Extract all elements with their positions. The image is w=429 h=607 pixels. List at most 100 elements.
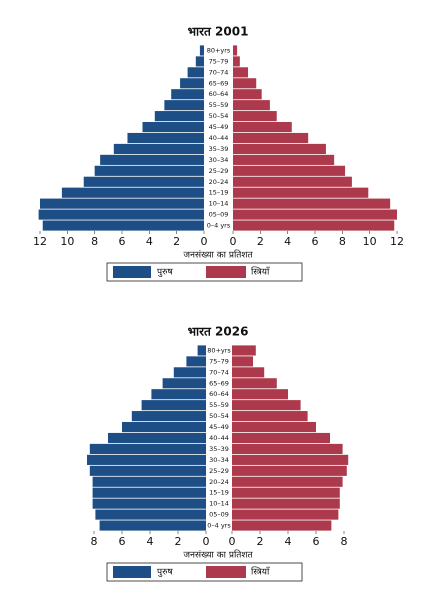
- legend-swatch: [206, 566, 246, 578]
- bar-male: [142, 121, 204, 133]
- bar-male: [180, 78, 204, 89]
- bar-male: [89, 465, 206, 476]
- legend-swatch: [113, 266, 151, 278]
- bar-male: [92, 487, 206, 498]
- bar-male: [187, 67, 204, 78]
- age-label: 15–19: [209, 489, 229, 497]
- x-tick-label: 8: [91, 235, 98, 248]
- bar-male: [195, 56, 204, 67]
- bar-female: [232, 432, 330, 444]
- age-label: 55–59: [209, 401, 229, 409]
- x-axis-label: जनसंख्या का प्रतिशत: [183, 549, 253, 561]
- legend-box: [106, 562, 303, 582]
- bar-female: [232, 465, 347, 476]
- bar-female: [233, 67, 249, 78]
- bar-female: [232, 454, 349, 465]
- x-tick-label: 6: [313, 535, 320, 548]
- x-tick-label: 8: [339, 235, 346, 248]
- legend-swatch: [206, 266, 246, 278]
- bar-female: [233, 187, 369, 198]
- bar-male: [87, 454, 206, 465]
- bar-male: [89, 443, 206, 455]
- age-label: 75–79: [209, 357, 229, 365]
- bar-female: [233, 143, 326, 155]
- age-label: 70–74: [209, 368, 229, 376]
- bar-male: [108, 432, 206, 444]
- age-label: 75–79: [209, 57, 229, 65]
- bar-female: [233, 154, 335, 165]
- bar-female: [233, 45, 238, 56]
- bar-male: [164, 100, 204, 111]
- chart-title: भारत 2001: [188, 25, 249, 39]
- bar-male: [199, 45, 204, 56]
- bar-female: [232, 509, 339, 520]
- bar-male: [113, 143, 204, 155]
- x-tick-label: 12: [33, 235, 47, 248]
- x-tick-label: 4: [284, 235, 291, 248]
- age-label: 05–09: [209, 211, 229, 219]
- x-tick-label: 6: [119, 535, 126, 548]
- age-label: 80+yrs: [207, 346, 231, 354]
- bar-male: [151, 389, 206, 400]
- x-tick-label: 0: [201, 235, 208, 248]
- age-label: 20–24: [209, 478, 229, 486]
- bar-female: [232, 476, 343, 487]
- bar-male: [40, 198, 204, 209]
- bar-female: [233, 111, 277, 122]
- x-tick-label: 4: [146, 235, 153, 248]
- bar-male: [83, 176, 204, 187]
- age-label: 05–09: [209, 511, 229, 519]
- age-label: 30–34: [209, 156, 229, 164]
- x-tick-label: 8: [91, 535, 98, 548]
- age-label: 80+yrs: [207, 46, 231, 54]
- bar-male: [171, 89, 204, 100]
- bar-male: [94, 165, 204, 176]
- bar-male: [95, 509, 206, 520]
- bar-female: [233, 100, 270, 111]
- bar-female: [232, 498, 340, 509]
- bar-male: [127, 132, 204, 144]
- x-tick-label: 2: [173, 235, 180, 248]
- age-label: 35–39: [209, 145, 229, 153]
- age-label: 65–69: [209, 379, 229, 387]
- x-tick-label: 12: [390, 235, 404, 248]
- age-label: 50–54: [209, 412, 229, 420]
- x-tick-label: 0: [203, 535, 210, 548]
- bar-female: [233, 198, 391, 209]
- chart-title: भारत 2026: [188, 325, 249, 339]
- bar-male: [141, 400, 206, 411]
- bar-female: [232, 378, 277, 389]
- bar-female: [233, 176, 352, 187]
- legend-label: पुरुष: [157, 268, 173, 278]
- bar-female: [232, 411, 308, 422]
- bar-female: [232, 443, 343, 455]
- bar-male: [122, 421, 206, 433]
- x-tick-label: 10: [363, 235, 377, 248]
- age-label: 10–14: [209, 200, 229, 208]
- bar-male: [100, 154, 204, 165]
- bar-male: [38, 209, 205, 220]
- age-label: 40–44: [209, 134, 229, 142]
- x-tick-label: 10: [60, 235, 74, 248]
- x-tick-label: 0: [230, 235, 237, 248]
- bar-male: [197, 345, 206, 356]
- age-label: 45–49: [209, 423, 229, 431]
- age-label: 55–59: [209, 101, 229, 109]
- x-tick-label: 2: [175, 535, 182, 548]
- bar-male: [61, 187, 204, 198]
- bar-female: [232, 520, 332, 531]
- bar-male: [99, 520, 206, 531]
- x-tick-label: 2: [257, 535, 264, 548]
- legend-label: स्त्रियाँ: [251, 566, 270, 578]
- bar-female: [233, 132, 309, 144]
- age-label: 70–74: [209, 68, 229, 76]
- age-label: 50–54: [209, 112, 229, 120]
- age-label: 65–69: [209, 79, 229, 87]
- bar-male: [42, 220, 204, 231]
- bar-female: [232, 356, 253, 367]
- x-tick-label: 6: [119, 235, 126, 248]
- bar-female: [233, 56, 240, 67]
- bar-male: [162, 378, 206, 389]
- legend-swatch: [113, 566, 151, 578]
- bar-female: [233, 121, 292, 133]
